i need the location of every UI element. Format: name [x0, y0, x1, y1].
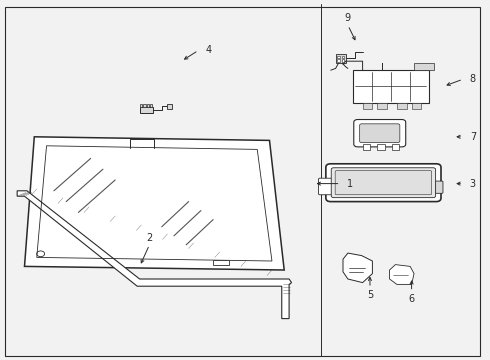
FancyBboxPatch shape — [392, 144, 399, 150]
FancyBboxPatch shape — [213, 260, 229, 265]
FancyBboxPatch shape — [331, 168, 436, 198]
Text: 3: 3 — [470, 179, 476, 189]
FancyBboxPatch shape — [150, 104, 152, 107]
FancyBboxPatch shape — [360, 124, 400, 143]
FancyBboxPatch shape — [147, 104, 149, 107]
FancyBboxPatch shape — [337, 59, 340, 62]
FancyBboxPatch shape — [353, 70, 429, 103]
FancyBboxPatch shape — [326, 164, 441, 202]
FancyBboxPatch shape — [435, 181, 443, 193]
FancyBboxPatch shape — [140, 104, 142, 107]
Text: 6: 6 — [409, 294, 415, 304]
Polygon shape — [343, 253, 372, 283]
Polygon shape — [24, 137, 284, 270]
FancyBboxPatch shape — [397, 103, 407, 109]
FancyBboxPatch shape — [143, 104, 146, 107]
FancyBboxPatch shape — [363, 144, 370, 150]
Text: 4: 4 — [205, 45, 211, 55]
FancyBboxPatch shape — [412, 103, 421, 109]
Text: 1: 1 — [347, 179, 353, 189]
Text: 9: 9 — [345, 13, 351, 23]
FancyBboxPatch shape — [342, 56, 344, 58]
FancyBboxPatch shape — [336, 54, 346, 63]
Polygon shape — [390, 265, 414, 284]
FancyBboxPatch shape — [140, 107, 153, 113]
FancyBboxPatch shape — [363, 103, 372, 109]
FancyBboxPatch shape — [337, 56, 340, 58]
FancyBboxPatch shape — [167, 104, 172, 109]
Text: 5: 5 — [367, 290, 373, 300]
Polygon shape — [17, 191, 292, 319]
Text: 7: 7 — [470, 132, 476, 142]
FancyBboxPatch shape — [318, 178, 332, 195]
Text: 8: 8 — [470, 74, 476, 84]
FancyBboxPatch shape — [354, 120, 406, 147]
FancyBboxPatch shape — [377, 144, 385, 150]
FancyBboxPatch shape — [5, 7, 480, 356]
FancyBboxPatch shape — [377, 103, 387, 109]
FancyBboxPatch shape — [342, 59, 344, 62]
Text: 2: 2 — [147, 233, 152, 243]
FancyBboxPatch shape — [414, 63, 434, 70]
FancyBboxPatch shape — [335, 171, 432, 195]
